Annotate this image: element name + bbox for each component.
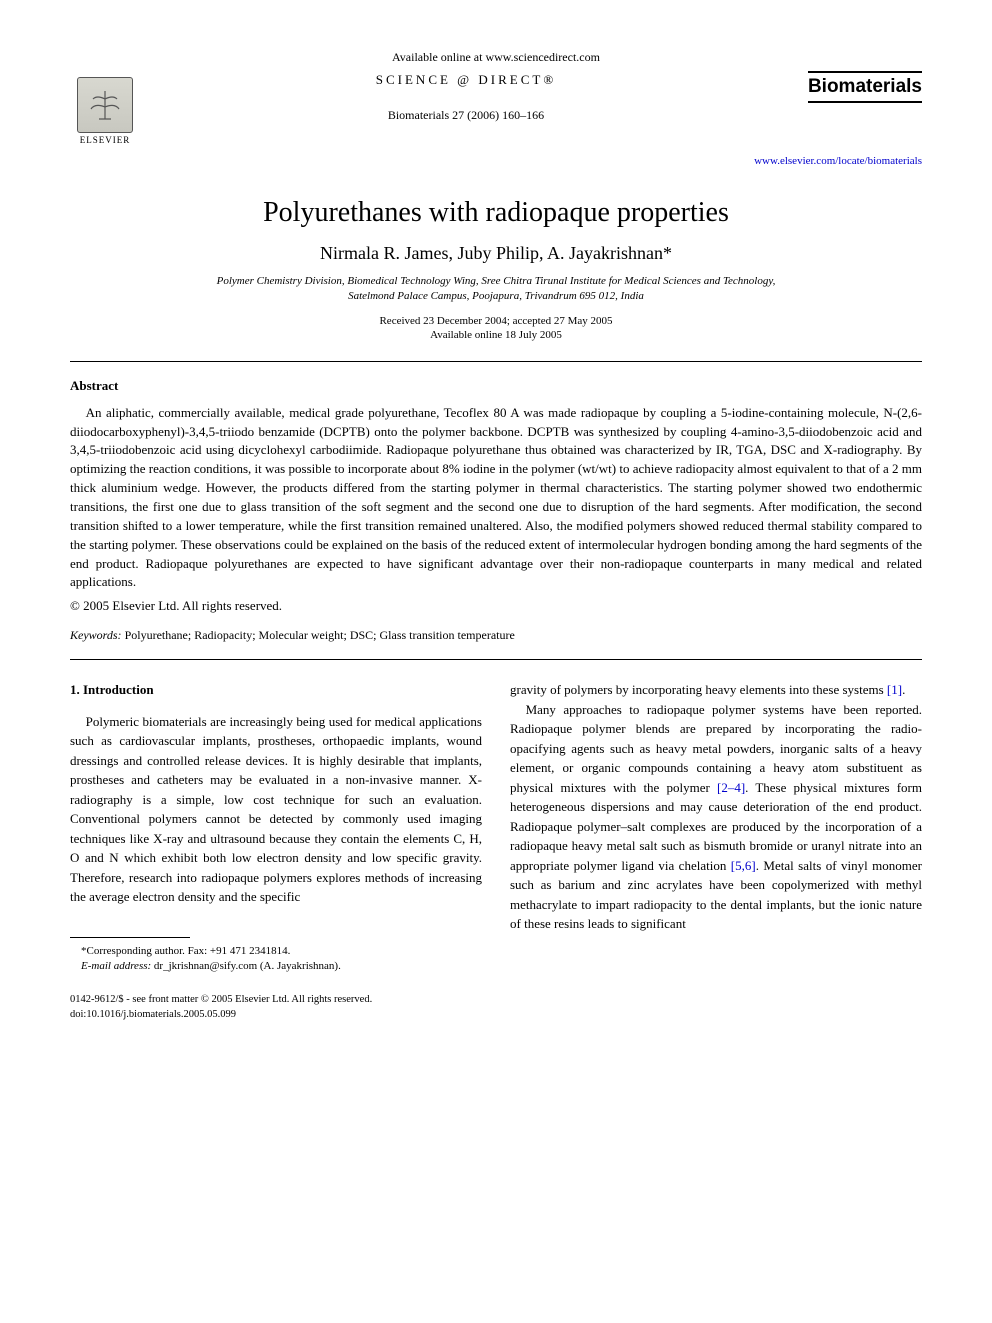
affiliation: Polymer Chemistry Division, Biomedical T… xyxy=(70,274,922,305)
elsevier-label: ELSEVIER xyxy=(80,135,131,145)
affiliation-line-2: Satelmond Palace Campus, Poojapura, Triv… xyxy=(348,290,644,302)
footer-info: 0142-9612/$ - see front matter © 2005 El… xyxy=(70,993,922,1021)
affiliation-line-1: Polymer Chemistry Division, Biomedical T… xyxy=(217,275,776,287)
keywords-line: Keywords: Polyurethane; Radiopacity; Mol… xyxy=(70,628,922,643)
email-label: E-mail address: xyxy=(81,960,151,972)
article-title: Polyurethanes with radiopaque properties xyxy=(70,197,922,229)
footnote-separator xyxy=(70,937,190,938)
received-accepted-dates: Received 23 December 2004; accepted 27 M… xyxy=(70,315,922,327)
keywords-text: Polyurethane; Radiopacity; Molecular wei… xyxy=(122,628,515,642)
ref-link-5-6[interactable]: [5,6] xyxy=(731,858,756,873)
email-address[interactable]: dr_jkrishnan@sify.com (A. Jayakrishnan). xyxy=(151,960,341,972)
intro-paragraph-1: Polymeric biomaterials are increasingly … xyxy=(70,712,482,907)
abstract-heading: Abstract xyxy=(70,378,922,394)
footer-doi: doi:10.1016/j.biomaterials.2005.05.099 xyxy=(70,1008,922,1022)
email-footnote: E-mail address: dr_jkrishnan@sify.com (A… xyxy=(70,959,482,974)
journal-logo-block: Biomaterials xyxy=(792,71,922,103)
keywords-label: Keywords: xyxy=(70,628,122,642)
online-date: Available online 18 July 2005 xyxy=(70,329,922,341)
journal-url[interactable]: www.elsevier.com/locate/biomaterials xyxy=(70,155,922,167)
right-column: gravity of polymers by incorporating hea… xyxy=(510,680,922,973)
body-columns: 1. Introduction Polymeric biomaterials a… xyxy=(70,680,922,973)
journal-name: Biomaterials xyxy=(808,71,922,103)
right-p1-b: . xyxy=(902,682,905,697)
citation-text: Biomaterials 27 (2006) 160–166 xyxy=(140,108,792,123)
intro-paragraph-2: Many approaches to radiopaque polymer sy… xyxy=(510,700,922,934)
abstract-copyright: © 2005 Elsevier Ltd. All rights reserved… xyxy=(70,598,922,614)
header-center: SCIENCE @ DIRECT® Biomaterials 27 (2006)… xyxy=(140,71,792,123)
article-authors: Nirmala R. James, Juby Philip, A. Jayakr… xyxy=(70,243,922,264)
right-p1-a: gravity of polymers by incorporating hea… xyxy=(510,682,887,697)
corresponding-author-footnote: *Corresponding author. Fax: +91 471 2341… xyxy=(70,944,482,959)
elsevier-tree-icon xyxy=(77,77,133,133)
abstract-text: An aliphatic, commercially available, me… xyxy=(70,404,922,592)
footer-front-matter: 0142-9612/$ - see front matter © 2005 El… xyxy=(70,993,922,1007)
ref-link-1[interactable]: [1] xyxy=(887,682,902,697)
ref-link-2-4[interactable]: [2–4] xyxy=(717,780,745,795)
section-1-heading: 1. Introduction xyxy=(70,680,482,700)
divider-bottom xyxy=(70,659,922,660)
divider-top xyxy=(70,361,922,362)
header-row: ELSEVIER SCIENCE @ DIRECT® Biomaterials … xyxy=(70,71,922,151)
elsevier-logo: ELSEVIER xyxy=(70,71,140,151)
sciencedirect-logo: SCIENCE @ DIRECT® xyxy=(376,72,556,88)
available-online-text: Available online at www.sciencedirect.co… xyxy=(70,50,922,65)
intro-paragraph-1-continued: gravity of polymers by incorporating hea… xyxy=(510,680,922,700)
left-column: 1. Introduction Polymeric biomaterials a… xyxy=(70,680,482,973)
